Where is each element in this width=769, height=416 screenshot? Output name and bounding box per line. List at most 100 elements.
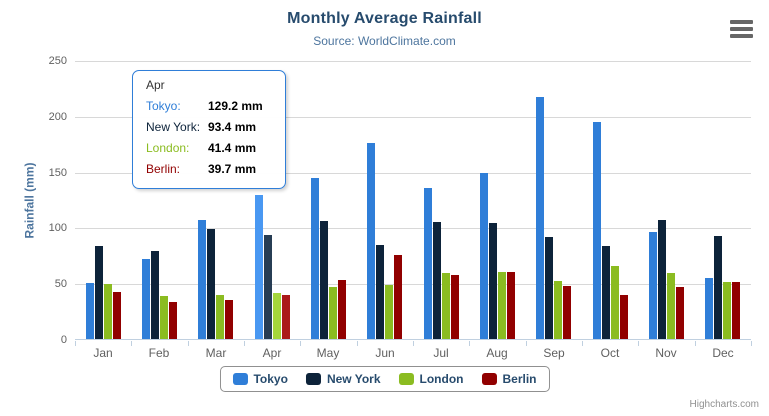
bar-london-may[interactable] (329, 287, 337, 339)
bar-new-york-sep[interactable] (545, 237, 553, 339)
x-axis-label-jan: Jan (93, 346, 113, 360)
legend-swatch-tokyo (232, 373, 248, 385)
tooltip-series-name: New York: (146, 120, 201, 134)
y-axis-label-50: 50 (54, 278, 67, 290)
x-axis-label-jul: Jul (433, 346, 449, 360)
tooltip-row-london: London: 41.4 mm (146, 138, 273, 159)
bar-london-feb[interactable] (160, 296, 168, 339)
x-axis-label-dec: Dec (712, 346, 734, 360)
tooltip-row-berlin: Berlin: 39.7 mm (146, 159, 273, 180)
y-axis-label-150: 150 (48, 167, 67, 179)
bar-tokyo-jun[interactable] (367, 143, 375, 339)
bar-new-york-jun[interactable] (376, 245, 384, 339)
bar-tokyo-oct[interactable] (593, 122, 601, 339)
tooltip-series-value: 129.2 mm (208, 99, 263, 113)
bar-new-york-aug[interactable] (489, 223, 497, 339)
gridline-y-100 (75, 228, 751, 229)
x-axis-tick (131, 341, 132, 346)
bar-berlin-apr[interactable] (282, 295, 290, 339)
legend-item-london[interactable]: London (398, 372, 464, 386)
bar-london-apr[interactable] (273, 293, 281, 339)
x-axis-tick (300, 341, 301, 346)
bar-berlin-dec[interactable] (732, 282, 740, 339)
legend-item-new-york[interactable]: New York (305, 372, 381, 386)
x-axis-label-aug: Aug (486, 346, 508, 360)
bar-berlin-nov[interactable] (676, 287, 684, 339)
bar-new-york-jul[interactable] (433, 222, 441, 339)
bar-tokyo-feb[interactable] (142, 259, 150, 339)
bar-london-aug[interactable] (498, 272, 506, 339)
bar-berlin-oct[interactable] (620, 295, 628, 339)
x-axis-label-feb: Feb (148, 346, 170, 360)
gridline-y-200 (75, 117, 751, 118)
bar-berlin-mar[interactable] (225, 300, 233, 339)
x-axis-tick (75, 341, 76, 346)
bar-berlin-aug[interactable] (507, 272, 515, 339)
bar-new-york-nov[interactable] (658, 220, 666, 339)
bar-berlin-feb[interactable] (169, 302, 177, 339)
bar-new-york-may[interactable] (320, 221, 328, 339)
x-axis-tick (188, 341, 189, 346)
x-axis-tick (413, 341, 414, 346)
legend-label: New York (326, 372, 381, 386)
bar-berlin-jun[interactable] (394, 255, 402, 339)
bar-london-mar[interactable] (216, 295, 224, 339)
y-axis-title: Rainfall (mm) (22, 162, 37, 239)
bar-london-jun[interactable] (385, 285, 393, 339)
bar-london-nov[interactable] (667, 273, 675, 339)
tooltip: Apr Tokyo: 129.2 mm New York: 93.4 mm London… (132, 70, 286, 189)
bar-berlin-jan[interactable] (113, 292, 121, 339)
x-axis-tick (469, 341, 470, 346)
bar-tokyo-dec[interactable] (705, 278, 713, 339)
legend-item-berlin[interactable]: Berlin (481, 372, 537, 386)
tooltip-header: Apr (146, 78, 165, 92)
tooltip-series-value: 39.7 mm (208, 162, 257, 176)
tooltip-series-name: Tokyo: (146, 99, 181, 113)
bar-new-york-oct[interactable] (602, 246, 610, 339)
legend-swatch-london (398, 373, 414, 385)
bar-new-york-feb[interactable] (151, 251, 159, 339)
x-axis-label-oct: Oct (600, 346, 620, 360)
bar-tokyo-nov[interactable] (649, 232, 657, 339)
bar-tokyo-jul[interactable] (424, 188, 432, 339)
x-axis-label-sep: Sep (543, 346, 565, 360)
tooltip-series-name: London: (146, 141, 190, 155)
bar-tokyo-jan[interactable] (86, 283, 94, 339)
y-axis-label-0: 0 (60, 334, 67, 346)
y-axis-label-250: 250 (48, 55, 67, 67)
tooltip-row-new-york: New York: 93.4 mm (146, 117, 273, 138)
legend: Tokyo New York London Berlin (219, 366, 550, 392)
bar-new-york-dec[interactable] (714, 236, 722, 339)
x-axis-label-nov: Nov (655, 346, 677, 360)
bar-london-oct[interactable] (611, 266, 619, 339)
x-axis-tick (751, 341, 752, 346)
bar-london-jan[interactable] (104, 284, 112, 339)
bar-berlin-sep[interactable] (563, 286, 571, 339)
legend-label: Berlin (502, 372, 537, 386)
credits-link[interactable]: Highcharts.com (689, 399, 759, 410)
chart-title: Monthly Average Rainfall (287, 10, 482, 27)
bar-new-york-mar[interactable] (207, 229, 215, 339)
x-axis-label-jun: Jun (375, 346, 395, 360)
bar-london-sep[interactable] (554, 281, 562, 339)
x-axis-tick (244, 341, 245, 346)
export-menu-button[interactable] (729, 20, 754, 39)
bar-tokyo-apr[interactable] (255, 195, 263, 339)
bar-london-dec[interactable] (723, 282, 731, 339)
bar-tokyo-aug[interactable] (480, 173, 488, 339)
gridline-y-250 (75, 61, 751, 62)
legend-swatch-berlin (481, 373, 497, 385)
bar-tokyo-mar[interactable] (198, 220, 206, 339)
bar-tokyo-sep[interactable] (536, 97, 544, 339)
plot-area (75, 61, 751, 340)
bar-new-york-jan[interactable] (95, 246, 103, 339)
y-axis-label-100: 100 (48, 222, 67, 234)
bar-berlin-jul[interactable] (451, 275, 459, 339)
legend-item-tokyo[interactable]: Tokyo (232, 372, 288, 386)
hamburger-icon (729, 20, 754, 39)
bar-new-york-apr[interactable] (264, 235, 272, 339)
bar-london-jul[interactable] (442, 273, 450, 339)
bar-tokyo-may[interactable] (311, 178, 319, 339)
bar-berlin-may[interactable] (338, 280, 346, 339)
